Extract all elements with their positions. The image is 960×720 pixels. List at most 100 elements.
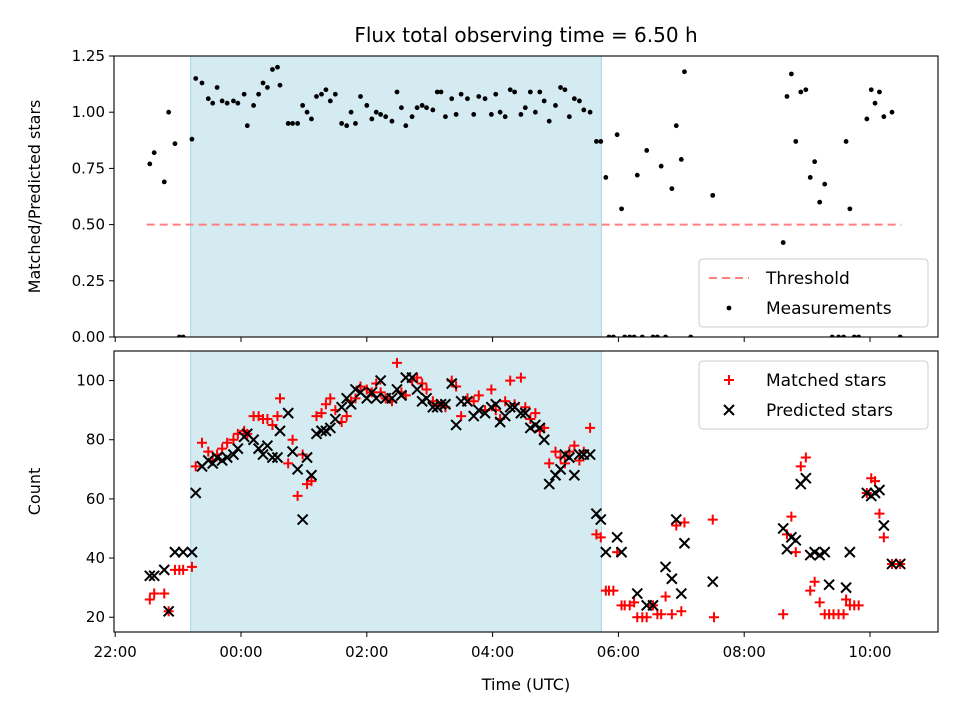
- measurement-point: [793, 139, 799, 144]
- measurement-point: [256, 91, 262, 97]
- measurement-point: [587, 109, 593, 115]
- matched-star-point: [468, 396, 479, 407]
- measurement-point: [235, 100, 241, 106]
- predicted-star-point: [335, 401, 348, 413]
- matched-star-point: [790, 547, 801, 558]
- measurement-point: [634, 172, 640, 178]
- predicted-star-point: [301, 451, 313, 464]
- predicted-star-point: [473, 404, 485, 416]
- measurement-point: [868, 87, 874, 93]
- measurement-point: [541, 98, 547, 104]
- predicted-star-point: [366, 386, 378, 399]
- predicted-star-point: [573, 448, 586, 461]
- measurement-point: [710, 192, 716, 198]
- matched-star-point: [595, 532, 606, 543]
- predicted-star-point: [374, 374, 387, 387]
- measurement-point: [518, 112, 524, 117]
- predicted-star-point: [515, 407, 527, 419]
- measurement-point: [199, 80, 205, 86]
- predicted-star-point: [305, 469, 318, 481]
- measurement-point: [537, 89, 543, 95]
- measurement-point: [251, 103, 256, 108]
- predicted-star-point: [590, 507, 603, 520]
- predicted-star-point: [435, 398, 447, 410]
- measurement-point: [877, 89, 882, 95]
- measurement-point: [319, 91, 324, 97]
- predicted-star-point: [595, 513, 607, 526]
- measurement-point: [314, 94, 319, 99]
- measurement-point: [398, 105, 404, 111]
- predicted-star-point: [878, 519, 890, 532]
- measurement-point: [889, 109, 895, 115]
- measurement-point: [558, 85, 563, 90]
- matched-star-point: [292, 490, 303, 501]
- y-tick-label: 1.00: [72, 103, 105, 121]
- predicted-star-point: [411, 383, 423, 396]
- measurement-point: [843, 139, 849, 144]
- measurement-point: [219, 98, 225, 104]
- matched-star-point: [186, 561, 197, 572]
- matched-star-point: [159, 588, 170, 599]
- predicted-star-point: [707, 576, 719, 588]
- measurement-point: [658, 163, 664, 169]
- measurement-point: [344, 123, 350, 129]
- predicted-star-point: [568, 469, 581, 481]
- predicted-star-point: [345, 398, 357, 410]
- matched-star-point: [525, 414, 536, 425]
- predicted-star-point: [538, 434, 550, 446]
- measurement-point: [166, 109, 172, 115]
- matched-star-point: [838, 609, 849, 620]
- panel-frame: [113, 350, 939, 633]
- matched-star-point: [283, 458, 294, 469]
- measurement-point: [369, 116, 375, 122]
- predicted-star-point: [670, 513, 682, 526]
- measurement-point: [275, 64, 280, 70]
- observing-window-span: [190, 350, 602, 633]
- measurement-point: [471, 112, 477, 117]
- predicted-star-point: [296, 513, 309, 526]
- measurement-point: [394, 89, 400, 95]
- panel-count: 20 40 60 80 100 22:00 00:00 02:00 04:00 06:00 08:0…: [25, 350, 939, 661]
- x-tick-label: 22:00: [94, 643, 137, 661]
- panel-frame: [113, 55, 939, 338]
- matched-star-point: [473, 390, 484, 401]
- predicted-star-point: [282, 407, 294, 419]
- measurement-point: [881, 114, 887, 120]
- matched-star-point: [217, 443, 228, 454]
- matched-star-point: [814, 597, 825, 608]
- measurement-point: [788, 71, 794, 77]
- measurement-point: [822, 181, 828, 187]
- predicted-star-point: [274, 425, 286, 437]
- measurement-point: [458, 91, 464, 97]
- predicted-star-point: [227, 448, 240, 461]
- y-tick-label: 0.25: [72, 272, 105, 290]
- predicted-star-point: [420, 392, 433, 405]
- measurement-point: [224, 100, 230, 106]
- measurement-point: [598, 139, 604, 144]
- measurement-point: [205, 96, 211, 102]
- legend-box: [698, 360, 929, 430]
- matched-star-point: [375, 387, 386, 398]
- x-axis-label: Time (UTC): [481, 675, 570, 694]
- matched-star-point: [456, 411, 467, 422]
- measurement-point: [161, 179, 167, 185]
- measurement-point: [507, 87, 513, 93]
- measurement-point: [465, 96, 470, 102]
- predicted-star-point: [291, 463, 304, 476]
- predicted-star-point: [315, 425, 328, 437]
- predicted-star-point: [247, 434, 260, 446]
- matched-star-point: [559, 458, 570, 469]
- matched-star-point: [555, 452, 566, 463]
- matched-star-point: [197, 437, 208, 448]
- x-tick-label: 06:00: [597, 643, 640, 661]
- measurement-point: [639, 334, 645, 337]
- matched-star-point: [671, 520, 682, 531]
- legend-matched-swatch: [724, 375, 734, 385]
- measurement-point: [482, 96, 488, 102]
- measurement-point: [631, 334, 637, 337]
- matched-star-point: [287, 434, 298, 445]
- measurement-point: [829, 334, 835, 337]
- matched-star-point: [629, 597, 640, 608]
- predicted-star-point: [340, 392, 353, 405]
- measurement-point: [812, 159, 818, 165]
